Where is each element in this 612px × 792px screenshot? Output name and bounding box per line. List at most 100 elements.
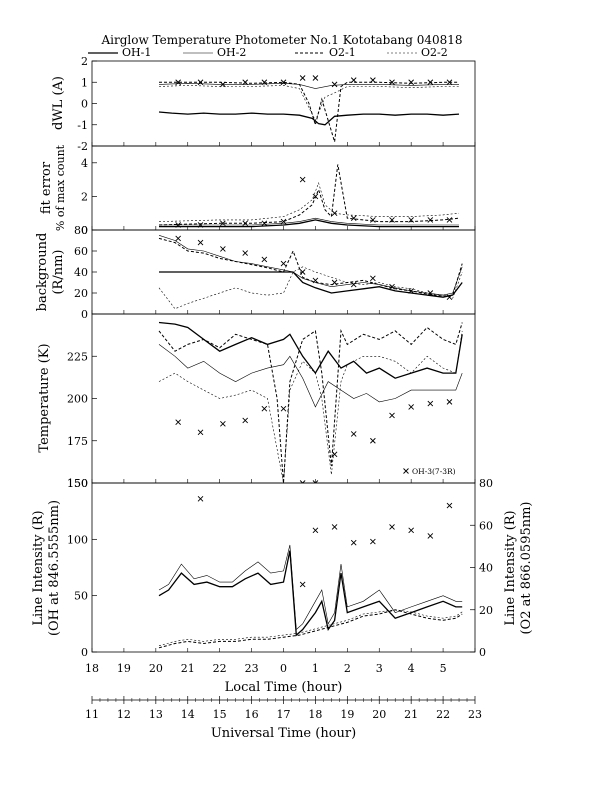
series-bg-oh-2	[158, 235, 463, 296]
marker-bg	[427, 290, 434, 296]
xtick-local-label: 1	[312, 662, 319, 675]
marker-dwl	[312, 75, 319, 81]
ytick-label-int: 0	[81, 646, 88, 659]
marker-dwl	[331, 81, 338, 88]
panel-frame-fit	[91, 145, 476, 231]
ytick-right-label: 20	[479, 604, 493, 617]
marker-dwl	[197, 79, 204, 86]
series-int-oh-1	[158, 550, 463, 637]
legend-label-oh-2: OH-2	[217, 46, 246, 59]
marker-bg	[408, 288, 414, 294]
ytick-right-label: 60	[479, 519, 493, 532]
series-fit-o2-1	[158, 164, 460, 226]
ylabel-int-right-1: Line Intensity (R)	[503, 510, 518, 625]
ytick-right-label: 40	[479, 562, 493, 575]
xtick-universal-label: 23	[468, 708, 482, 721]
marker-temp	[220, 421, 226, 427]
xtick-universal-label: 19	[340, 708, 354, 721]
marker-bg	[446, 294, 453, 301]
marker-bg	[280, 260, 287, 267]
marker-fit	[280, 218, 287, 225]
marker-fit	[331, 210, 338, 217]
ylabel-dwl: dWL (A)	[51, 76, 66, 130]
marker-int	[389, 524, 395, 530]
panel-data-dwl	[158, 75, 460, 142]
marker-dwl	[350, 77, 357, 83]
marker-temp	[242, 417, 249, 424]
marker-bg	[197, 239, 204, 246]
ytick-label-int: 100	[67, 533, 88, 546]
xtick-universal-label: 17	[277, 708, 291, 721]
xtick-local-label: 22	[213, 662, 227, 675]
legend-label-o2-2: O2-2	[421, 46, 448, 59]
series-dwl-o2-2	[158, 85, 459, 122]
marker-bg	[261, 256, 268, 263]
ytick-label-temp: 225	[67, 350, 88, 363]
series-fit-o2-2	[158, 182, 460, 222]
marker-bg	[220, 246, 226, 252]
ytick-label-dwl: -1	[77, 119, 88, 132]
legend: OH-1 OH-2 O2-1 O2-2	[88, 46, 448, 59]
marker-int	[408, 527, 414, 534]
marker-dwl	[242, 79, 249, 86]
panel-bg: 0 20 40 60 80	[74, 224, 476, 321]
marker-dwl	[280, 79, 287, 86]
annotation-marker	[403, 468, 409, 474]
marker-fit	[427, 217, 434, 223]
xtick-universal-label: 22	[436, 708, 450, 721]
xtick-universal-label: 15	[213, 708, 227, 721]
legend-label-o2-1: O2-1	[329, 46, 356, 59]
ylabel-int-left-1: Line Intensity (R)	[31, 510, 46, 625]
marker-fit	[220, 220, 226, 227]
ylabel-temp: Temperature (K)	[37, 343, 52, 452]
marker-int	[370, 538, 376, 545]
marker-bg	[312, 277, 319, 284]
panel-dwl: -2 -1 0 1 2	[77, 55, 476, 153]
marker-temp	[280, 405, 287, 412]
ytick-label-dwl: 1	[81, 76, 88, 89]
marker-fit	[446, 217, 453, 223]
ytick-label-temp: 200	[67, 393, 88, 406]
xtick-local-label: 5	[440, 662, 447, 675]
xtick-local-label: 19	[117, 662, 131, 675]
series-temp-oh-2	[158, 344, 463, 408]
marker-temp	[331, 451, 338, 458]
panels: -2-1012024020406080150175200225050100150…	[31, 55, 534, 659]
ytick-label-temp: 175	[67, 435, 88, 448]
marker-temp	[446, 399, 453, 405]
series-temp-o2-2	[158, 330, 463, 483]
marker-dwl	[389, 79, 395, 86]
xtick-local-label: 4	[408, 662, 415, 675]
legend-label-oh-1: OH-1	[122, 46, 151, 59]
ylabel-bg-2: (R/nm)	[51, 249, 66, 294]
ytick-label-dwl: -2	[77, 140, 88, 153]
ytick-label-temp: 150	[67, 477, 88, 490]
xtick-local-label: 23	[245, 662, 259, 675]
marker-dwl	[446, 79, 453, 86]
marker-fit	[370, 217, 376, 223]
xtick-universal-label: 20	[372, 708, 386, 721]
marker-fit	[242, 220, 249, 227]
marker-bg	[299, 269, 306, 275]
marker-fit	[261, 220, 268, 227]
marker-temp	[299, 480, 306, 483]
marker-bg	[175, 235, 181, 242]
marker-int	[446, 502, 453, 509]
marker-temp	[261, 405, 268, 412]
series-int-o2-1	[158, 609, 463, 649]
ytick-label-bg: 40	[74, 266, 88, 279]
marker-int	[312, 527, 319, 534]
xtick-universal-label: 18	[308, 708, 322, 721]
series-dwl-oh-2	[158, 82, 459, 89]
marker-bg	[370, 275, 376, 282]
xlabel-local: Local Time (hour)	[225, 680, 343, 695]
marker-fit	[350, 215, 357, 222]
ylabel-int-left-2: (OH at 846.5555nm)	[47, 500, 62, 636]
ytick-label-dwl: 2	[81, 55, 88, 68]
ytick-label-bg: 80	[74, 224, 88, 237]
series-int-o2-2	[158, 609, 463, 646]
marker-dwl	[408, 79, 414, 86]
ytick-label-bg: 20	[74, 287, 88, 300]
xtick-universal-label: 14	[181, 708, 195, 721]
xtick-universal-label: 13	[149, 708, 163, 721]
